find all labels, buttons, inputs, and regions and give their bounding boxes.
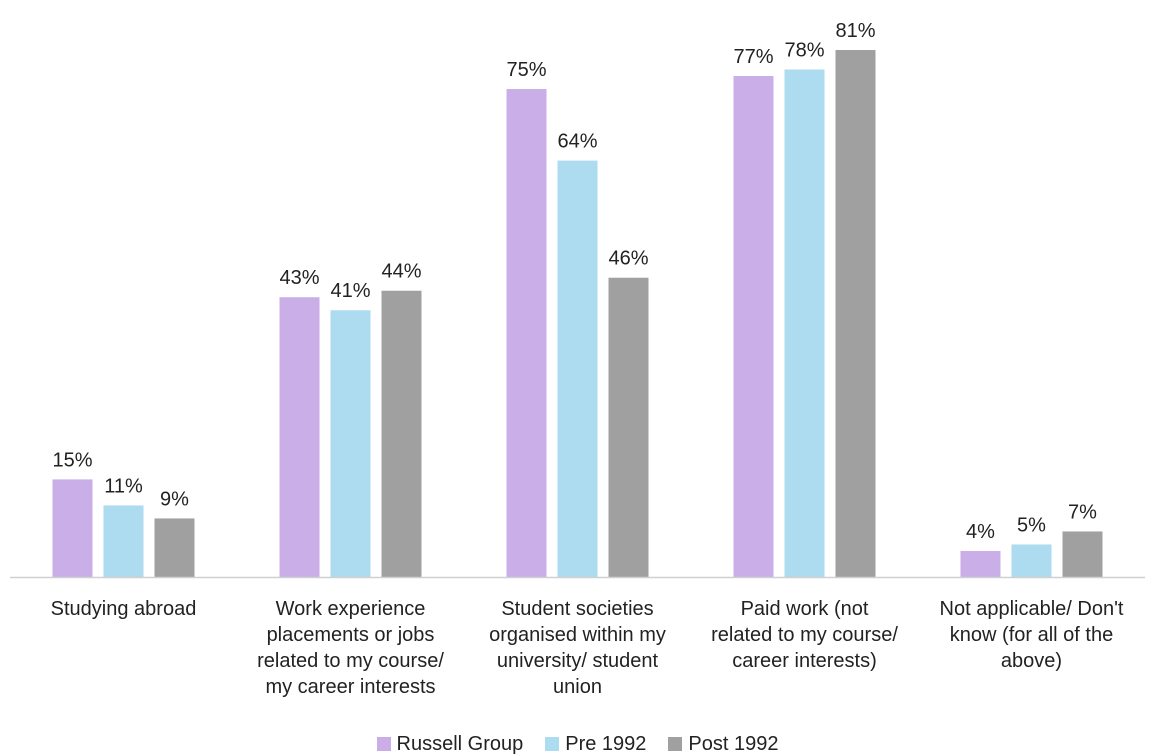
category-label-paid-work-not-related-to-my-course-career-interests: Paid work (not related to my course/caree… <box>711 598 898 672</box>
data-label-pre-1992-work-experience-placements-or-jobs-related-to-my-course-my-career-interests: 41% <box>330 280 370 302</box>
bar-russell-group-work-experience-placements-or-jobs-related-to-my-course-my-career-interests <box>279 297 320 577</box>
bar-russell-group-studying-abroad <box>52 479 93 577</box>
bar-post-1992-paid-work-not-related-to-my-course-career-interests <box>835 50 876 577</box>
bar-post-1992-work-experience-placements-or-jobs-related-to-my-course-my-career-interests <box>381 290 422 577</box>
data-label-post-1992-work-experience-placements-or-jobs-related-to-my-course-my-career-interests: 44% <box>381 261 421 283</box>
legend-item-pre-1992: Pre 1992 <box>545 732 646 756</box>
data-label-post-1992-not-applicable-don-t-know-for-all-of-the-above: 7% <box>1068 501 1097 523</box>
data-label-post-1992-studying-abroad: 9% <box>160 488 189 510</box>
bar-russell-group-paid-work-not-related-to-my-course-career-interests <box>733 76 774 577</box>
data-label-pre-1992-studying-abroad: 11% <box>104 475 143 497</box>
bar-pre-1992-work-experience-placements-or-jobs-related-to-my-course-my-career-interests <box>330 310 371 577</box>
data-label-russell-group-not-applicable-don-t-know-for-all-of-the-above: 4% <box>966 521 995 543</box>
category-label-studying-abroad: Studying abroad <box>51 598 197 620</box>
category-label-not-applicable-don-t-know-for-all-of-the-above: Not applicable/ Don't know (for all of th… <box>940 598 1124 672</box>
bar-chart: 15% 11% 9% Studying abroad 43% 41% 44% Work exp… <box>10 20 1145 698</box>
legend-item-post-1992: Post 1992 <box>668 732 778 756</box>
bar-pre-1992-paid-work-not-related-to-my-course-career-interests <box>784 69 825 577</box>
category-label-student-societies-organised-within-my-university-student-union: Student societies organised within my univ… <box>489 598 666 698</box>
bar-post-1992-not-applicable-don-t-know-for-all-of-the-above <box>1062 531 1103 577</box>
legend-label-post-1992: Post 1992 <box>688 733 779 755</box>
legend-label-russell-group: Russell Group <box>396 733 524 755</box>
data-label-russell-group-student-societies-organised-within-my-university-student-union: 75% <box>506 59 546 81</box>
legend: Russell Group Pre 1992 Post 1992 <box>0 732 1155 756</box>
data-label-post-1992-paid-work-not-related-to-my-course-career-interests: 81% <box>835 20 875 42</box>
legend-swatch-post-1992 <box>668 737 683 751</box>
data-label-pre-1992-student-societies-organised-within-my-university-student-union: 64% <box>557 131 597 153</box>
bar-post-1992-student-societies-organised-within-my-university-student-union <box>608 277 649 577</box>
data-label-post-1992-student-societies-organised-within-my-university-student-union: 46% <box>608 248 648 270</box>
data-label-pre-1992-not-applicable-don-t-know-for-all-of-the-above: 5% <box>1017 514 1046 536</box>
legend-swatch-pre-1992 <box>545 737 560 751</box>
data-label-russell-group-work-experience-placements-or-jobs-related-to-my-course-my-career-interests: 43% <box>279 267 319 289</box>
bar-pre-1992-studying-abroad <box>103 505 144 577</box>
category-label-work-experience-placements-or-jobs-related-to-my-course-my-career-interests: Work experience placements or jobs related… <box>257 598 444 698</box>
data-label-russell-group-paid-work-not-related-to-my-course-career-interests: 77% <box>733 46 773 68</box>
bar-pre-1992-not-applicable-don-t-know-for-all-of-the-above <box>1011 544 1052 577</box>
legend-label-pre-1992: Pre 1992 <box>565 733 647 755</box>
legend-item-russell-group: Russell Group <box>376 732 524 756</box>
bar-post-1992-studying-abroad <box>154 518 195 577</box>
bar-russell-group-student-societies-organised-within-my-university-student-union <box>506 89 547 577</box>
bar-russell-group-not-applicable-don-t-know-for-all-of-the-above <box>960 550 1001 577</box>
legend-swatch-russell-group <box>376 737 391 751</box>
data-label-pre-1992-paid-work-not-related-to-my-course-career-interests: 78% <box>784 40 824 62</box>
bar-pre-1992-student-societies-organised-within-my-university-student-union <box>557 160 598 578</box>
data-label-russell-group-studying-abroad: 15% <box>52 449 92 471</box>
